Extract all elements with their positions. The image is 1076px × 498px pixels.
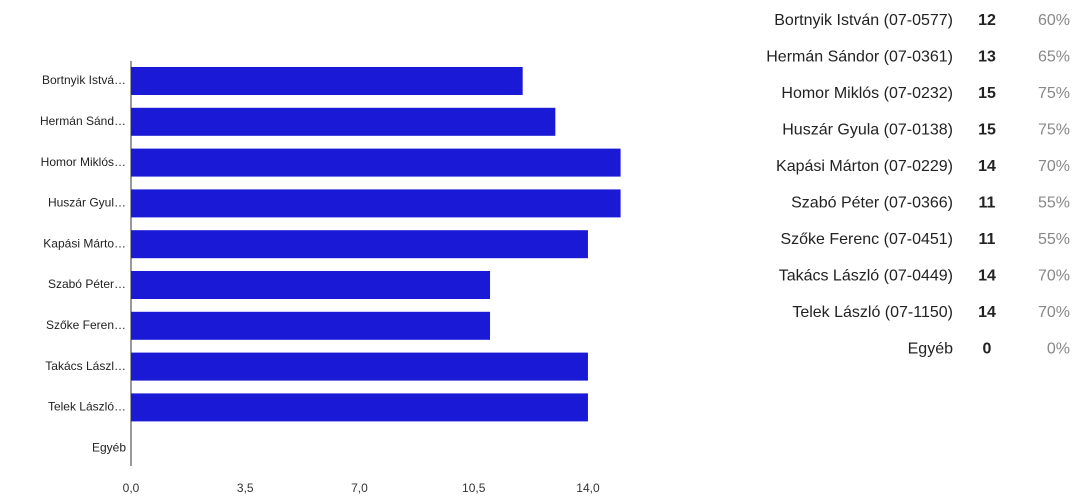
table-count: 11 bbox=[979, 195, 996, 212]
y-tick-label: Egyéb bbox=[92, 440, 126, 454]
bar bbox=[131, 107, 556, 136]
table-name: Hermán Sándor (07-0361) bbox=[766, 49, 953, 66]
x-tick-label: 14,0 bbox=[576, 481, 600, 495]
table-percent: 75% bbox=[1038, 122, 1070, 139]
table-percent: 65% bbox=[1038, 49, 1070, 66]
y-tick-label: Szabó Péter… bbox=[48, 277, 126, 291]
x-tick-label: 3,5 bbox=[237, 481, 254, 495]
table-percent: 55% bbox=[1038, 231, 1070, 248]
y-tick-label: Homor Miklós… bbox=[41, 155, 126, 169]
table-name: Homor Miklós (07-0232) bbox=[781, 85, 953, 102]
y-tick-label: Huszár Gyul… bbox=[48, 196, 126, 210]
table-name: Szabó Péter (07-0366) bbox=[791, 195, 953, 212]
table-percent: 70% bbox=[1038, 268, 1070, 285]
table-count: 13 bbox=[978, 49, 996, 66]
table-percent: 70% bbox=[1038, 304, 1070, 321]
table-name: Telek László (07-1150) bbox=[792, 304, 953, 321]
bar bbox=[131, 67, 523, 95]
table-percent: 60% bbox=[1038, 12, 1070, 29]
table-count: 15 bbox=[978, 122, 996, 139]
table-percent: 70% bbox=[1038, 158, 1070, 175]
table-name: Bortnyik István (07-0577) bbox=[774, 12, 953, 29]
bar bbox=[131, 271, 491, 299]
table-name: Szőke Ferenc (07-0451) bbox=[780, 231, 953, 248]
table-count: 11 bbox=[979, 231, 996, 248]
y-tick-label: Bortnyik Istvá… bbox=[42, 73, 126, 87]
y-tick-label: Telek László… bbox=[48, 400, 126, 414]
bar bbox=[131, 311, 491, 340]
table-count: 12 bbox=[978, 12, 996, 29]
table-percent: 55% bbox=[1038, 195, 1070, 212]
table-count: 15 bbox=[978, 85, 996, 102]
table-name: Egyéb bbox=[908, 341, 953, 358]
table-name: Kapási Márton (07-0229) bbox=[776, 158, 953, 175]
table-count: 14 bbox=[978, 268, 996, 285]
table-percent: 75% bbox=[1038, 85, 1070, 102]
bar bbox=[131, 189, 621, 218]
x-tick-label: 0,0 bbox=[123, 481, 140, 495]
bar bbox=[131, 393, 588, 422]
y-tick-label: Kapási Márto… bbox=[43, 236, 126, 250]
bar bbox=[131, 148, 621, 177]
table-count: 14 bbox=[978, 158, 996, 175]
bar bbox=[131, 352, 588, 381]
table-name: Huszár Gyula (07-0138) bbox=[782, 122, 953, 139]
x-tick-label: 7,0 bbox=[351, 481, 368, 495]
y-tick-label: Hermán Sánd… bbox=[40, 114, 126, 128]
y-tick-label: Szőke Feren… bbox=[46, 318, 126, 332]
bar bbox=[131, 230, 588, 259]
y-tick-label: Takács Lászl… bbox=[45, 359, 126, 373]
table-count: 14 bbox=[978, 304, 996, 321]
x-tick-label: 10,5 bbox=[462, 481, 486, 495]
table-percent: 0% bbox=[1047, 341, 1070, 358]
table-name: Takács László (07-0449) bbox=[779, 268, 953, 285]
table-count: 0 bbox=[983, 341, 992, 358]
